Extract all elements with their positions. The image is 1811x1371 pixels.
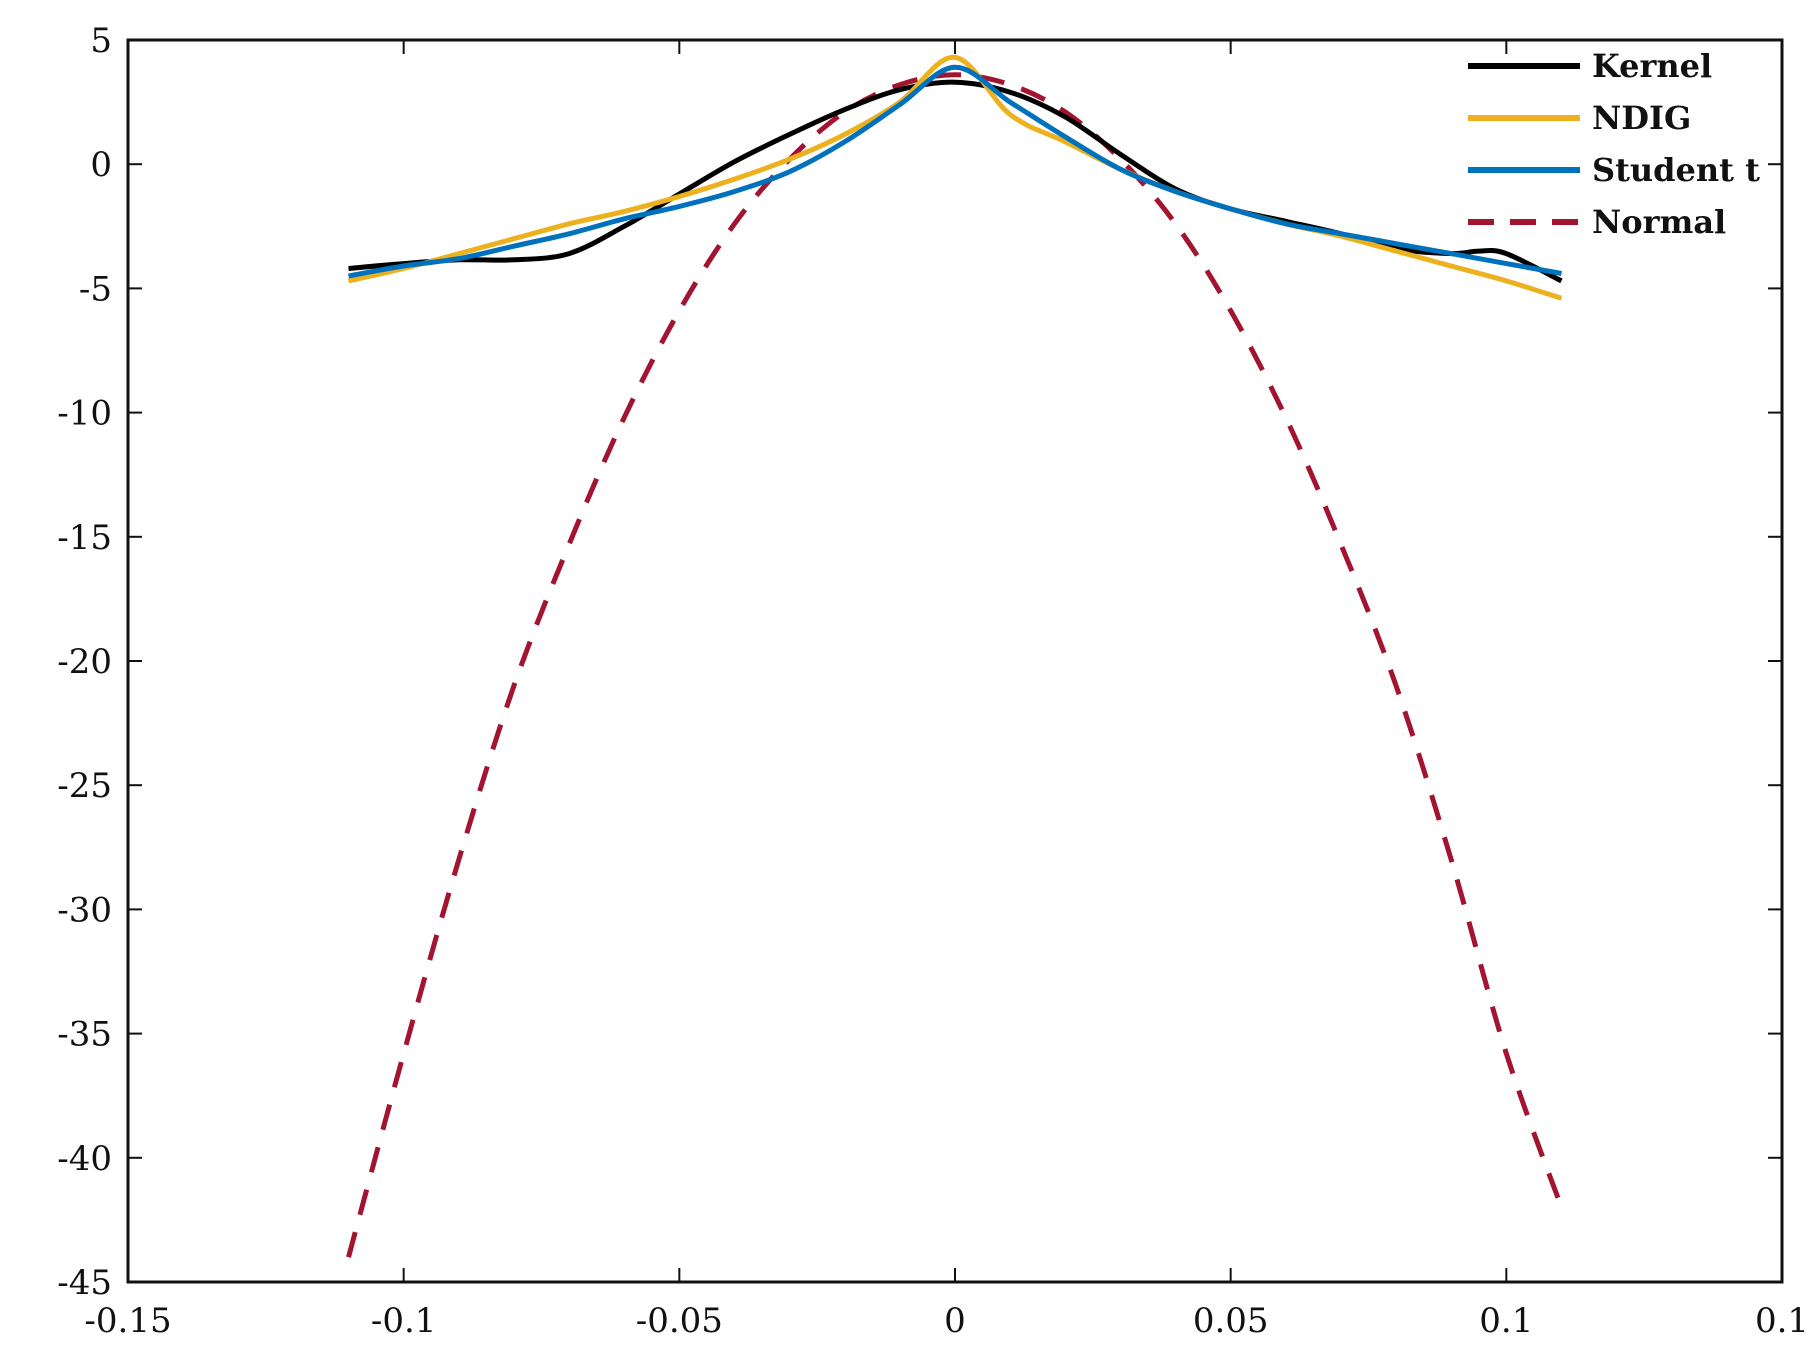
y-tick-label: -30 [57,890,112,930]
y-tick-label: -40 [57,1139,112,1179]
y-tick-label: -20 [57,642,112,682]
legend-label-ndig: NDIG [1592,99,1691,137]
y-tick-label: -25 [57,766,112,806]
y-tick-label: -10 [57,394,112,434]
y-tick-label: -15 [57,518,112,558]
legend: Kernel NDIG Student t Normal [1468,47,1760,241]
y-tick-label: 5 [90,21,112,61]
x-tick-label: -0.1 [371,1301,437,1341]
legend-label-normal: Normal [1592,203,1726,241]
y-tick-label: -45 [57,1263,112,1303]
series-line-ndig [347,54,1563,301]
y-tick-label: -35 [57,1015,112,1055]
y-tick-label: -5 [79,269,112,309]
series-line-normal [346,72,1564,1258]
x-tick-label: 0.1 [1755,1301,1809,1341]
x-tick-label: 0 [944,1301,966,1341]
x-tick-label: 0.1 [1479,1301,1533,1341]
legend-label-student-t: Student t [1592,151,1760,189]
y-tick-label: 0 [90,145,112,185]
x-tick-label: -0.05 [636,1301,723,1341]
legend-label-kernel: Kernel [1592,47,1712,85]
series-layer [346,54,1564,1258]
plot-frame [126,38,1784,1284]
series-line-student-t [348,64,1562,279]
ticks-layer: -0.15 -0.1 -0.05 0 0.05 0.1 0.1 5 0 -5 -10 -15 -20 -2… [57,21,1809,1341]
x-tick-label: 0.05 [1193,1301,1269,1341]
x-tick-label: -0.15 [84,1301,171,1341]
